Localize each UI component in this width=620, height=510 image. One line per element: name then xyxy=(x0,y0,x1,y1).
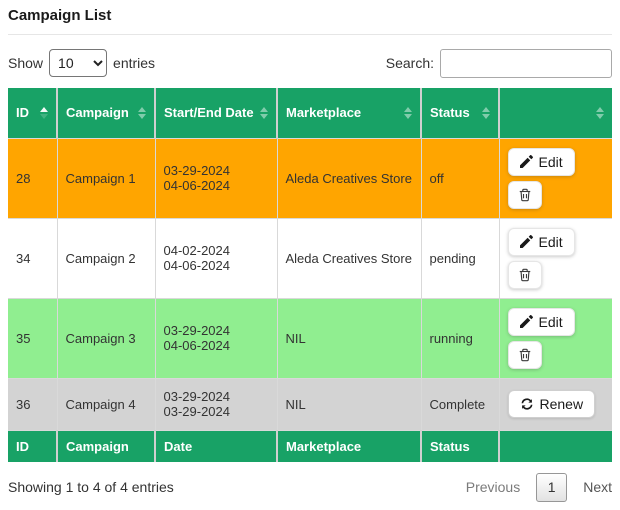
delete-button[interactable] xyxy=(507,340,542,369)
sort-arrows-icon xyxy=(404,106,412,119)
cell-date: 03-29-2024 03-29-2024 xyxy=(154,378,277,431)
sort-arrows-icon xyxy=(596,106,604,119)
search-control: Search: xyxy=(385,48,612,78)
sort-arrows-icon xyxy=(260,106,268,119)
footer-header-campaign: Campaign xyxy=(56,429,155,462)
edit-button[interactable]: Edit xyxy=(507,307,575,336)
column-header-label: Campaign xyxy=(66,105,129,121)
sort-arrows-icon xyxy=(138,106,146,119)
cell-id: 34 xyxy=(8,218,57,299)
page-1-button[interactable]: 1 xyxy=(536,472,568,502)
column-header-label: Start/End Date xyxy=(164,105,254,121)
page-title: Campaign List xyxy=(8,7,112,24)
renew-button[interactable]: Renew xyxy=(507,390,596,418)
table-row: 36 Campaign 4 03-29-2024 03-29-2024 NIL … xyxy=(8,378,612,431)
column-header-actions[interactable] xyxy=(498,88,612,139)
pagination: Previous 1 Next xyxy=(465,472,612,502)
cell-status: Complete xyxy=(420,378,499,431)
cell-campaign: Campaign 3 xyxy=(56,298,155,379)
footer-header-marketplace: Marketplace xyxy=(276,429,421,462)
cell-campaign: Campaign 2 xyxy=(56,218,155,299)
page-length-control: Show 10 entries xyxy=(8,49,155,77)
title-divider xyxy=(8,34,612,35)
table-row: 34 Campaign 2 04-02-2024 04-06-2024 Aled… xyxy=(8,218,612,299)
previous-button[interactable]: Previous xyxy=(465,479,521,495)
header-row: ID Campaign Start/End Date Marketplace S… xyxy=(8,88,612,139)
search-label: Search: xyxy=(385,55,434,71)
start-date: 04-02-2024 xyxy=(163,243,231,258)
next-button[interactable]: Next xyxy=(583,479,612,495)
sort-arrows-icon xyxy=(40,106,48,119)
column-header-status[interactable]: Status xyxy=(420,88,499,139)
footer-header-actions xyxy=(498,429,612,462)
table-footer-bar: Showing 1 to 4 of 4 entries Previous 1 N… xyxy=(8,472,612,502)
trash-icon xyxy=(518,268,532,282)
cell-date: 03-29-2024 04-06-2024 xyxy=(154,138,277,219)
cell-date: 04-02-2024 04-06-2024 xyxy=(154,218,277,299)
cell-actions: Renew xyxy=(498,378,612,431)
search-input[interactable] xyxy=(440,48,612,78)
cell-actions: Edit xyxy=(498,218,612,299)
table-row: 35 Campaign 3 03-29-2024 04-06-2024 NIL … xyxy=(8,298,612,379)
column-header-marketplace[interactable]: Marketplace xyxy=(276,88,421,139)
start-date: 03-29-2024 xyxy=(163,389,231,404)
edit-button-label: Edit xyxy=(538,153,563,170)
footer-header-status: Status xyxy=(420,429,499,462)
start-date: 03-29-2024 xyxy=(163,323,231,338)
delete-button[interactable] xyxy=(507,180,542,209)
end-date: 04-06-2024 xyxy=(163,338,231,353)
cell-date: 03-29-2024 04-06-2024 xyxy=(154,298,277,379)
trash-icon xyxy=(518,188,532,202)
pencil-icon xyxy=(519,235,533,248)
column-header-campaign[interactable]: Campaign xyxy=(56,88,155,139)
cell-actions: Edit xyxy=(498,138,612,219)
cell-marketplace: NIL xyxy=(276,378,421,431)
trash-icon xyxy=(518,348,532,362)
pencil-icon xyxy=(519,315,533,328)
end-date: 03-29-2024 xyxy=(163,404,231,419)
renew-button-label: Renew xyxy=(539,396,584,412)
entries-summary: Showing 1 to 4 of 4 entries xyxy=(8,479,174,495)
end-date: 04-06-2024 xyxy=(163,178,231,193)
column-header-label: ID xyxy=(16,105,29,121)
edit-button-label: Edit xyxy=(538,313,563,330)
edit-button[interactable]: Edit xyxy=(507,147,575,176)
refresh-icon xyxy=(520,397,534,411)
cell-status: off xyxy=(420,138,499,219)
sort-arrows-icon xyxy=(482,106,490,119)
delete-button[interactable] xyxy=(507,260,542,289)
column-header-id[interactable]: ID xyxy=(8,88,57,139)
end-date: 04-06-2024 xyxy=(163,258,231,273)
cell-status: running xyxy=(420,298,499,379)
edit-button[interactable]: Edit xyxy=(507,227,575,256)
cell-marketplace: Aleda Creatives Store xyxy=(276,218,421,299)
cell-actions: Edit xyxy=(498,298,612,379)
campaign-table: ID Campaign Start/End Date Marketplace S… xyxy=(8,88,612,462)
cell-id: 35 xyxy=(8,298,57,379)
column-header-label: Marketplace xyxy=(286,105,362,121)
column-header-label: Status xyxy=(430,105,470,121)
entries-label: entries xyxy=(113,55,156,71)
cell-campaign: Campaign 1 xyxy=(56,138,155,219)
cell-marketplace: NIL xyxy=(276,298,421,379)
column-header-date[interactable]: Start/End Date xyxy=(154,88,277,139)
footer-header-date: Date xyxy=(154,429,277,462)
table-controls: Show 10 entries Search: xyxy=(8,48,612,78)
cell-marketplace: Aleda Creatives Store xyxy=(276,138,421,219)
cell-id: 28 xyxy=(8,138,57,219)
pencil-icon xyxy=(519,155,533,168)
footer-header-row: ID Campaign Date Marketplace Status xyxy=(8,429,612,462)
show-label: Show xyxy=(8,55,44,71)
edit-button-label: Edit xyxy=(538,233,563,250)
cell-id: 36 xyxy=(8,378,57,431)
table-row: 28 Campaign 1 03-29-2024 04-06-2024 Aled… xyxy=(8,138,612,219)
cell-campaign: Campaign 4 xyxy=(56,378,155,431)
cell-status: pending xyxy=(420,218,499,299)
footer-header-id: ID xyxy=(8,429,57,462)
start-date: 03-29-2024 xyxy=(163,163,231,178)
entries-select[interactable]: 10 xyxy=(49,49,108,77)
